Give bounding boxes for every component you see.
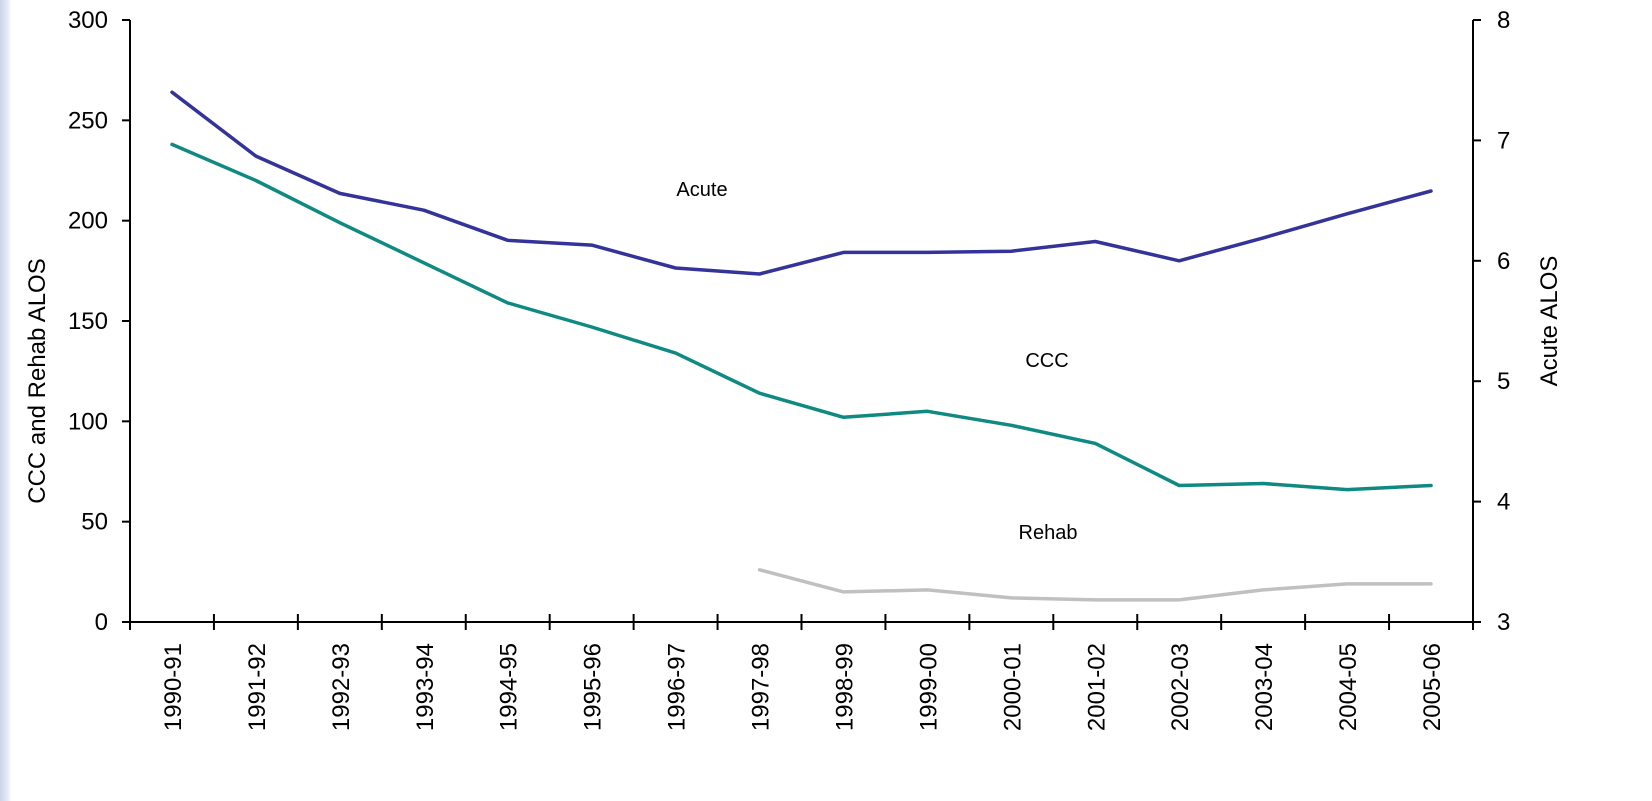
- left-y-tick-label: 250: [68, 107, 108, 134]
- x-tick-label: 2005-06: [1419, 643, 1446, 731]
- series-label-rehab: Rehab: [1019, 522, 1078, 544]
- x-tick-label: 2002-03: [1167, 643, 1194, 731]
- x-tick-label: 1996-97: [664, 643, 691, 731]
- x-tick-label: 2001-02: [1083, 643, 1110, 731]
- x-tick-label: 1991-92: [244, 643, 271, 731]
- left-y-tick-label: 200: [68, 208, 108, 235]
- left-y-tick-label: 300: [68, 7, 108, 34]
- series-label-ccc: CCC: [1025, 350, 1068, 372]
- series-label-acute: Acute: [676, 179, 727, 201]
- x-tick-label: 2003-04: [1251, 643, 1278, 731]
- x-tick-label: 1998-99: [831, 643, 858, 731]
- series-line-acute: [170, 90, 1433, 276]
- series-labels: Acute CCC Rehab: [676, 179, 1077, 544]
- x-tick-label: 1997-98: [748, 643, 775, 731]
- left-y-tick-label: 50: [81, 509, 108, 536]
- x-tick-label: 1990-91: [160, 643, 187, 731]
- series-lines: [170, 90, 1433, 602]
- x-tick-label: 1995-96: [580, 643, 607, 731]
- x-tick-label: 1999-00: [915, 643, 942, 731]
- x-tick-label: 1992-93: [328, 643, 355, 731]
- right-y-tick-label: 8: [1497, 7, 1510, 34]
- right-y-tick-label: 7: [1497, 127, 1510, 154]
- right-axis-title: Acute ALOS: [1536, 256, 1563, 387]
- right-y-tick-label: 4: [1497, 489, 1510, 516]
- left-y-tick-label: 0: [95, 609, 108, 636]
- left-axis-title: CCC and Rehab ALOS: [24, 258, 51, 503]
- axes: [129, 20, 1474, 623]
- left-y-tick-label: 100: [68, 408, 108, 435]
- x-tick-label: 1994-95: [496, 643, 523, 731]
- series-line-rehab: [757, 568, 1433, 602]
- x-tick-label: 2000-01: [999, 643, 1026, 731]
- right-y-tick-label: 6: [1497, 248, 1510, 275]
- x-ticks: 1990-91 1991-92 1992-93 1993-94 1994-95 1995-…: [129, 614, 1474, 731]
- left-y-ticks: 0 50 100 150 200 250 300: [68, 7, 130, 636]
- left-y-tick-label: 150: [68, 308, 108, 335]
- series-line-ccc: [170, 142, 1433, 492]
- x-tick-label: 1993-94: [412, 643, 439, 731]
- right-y-ticks: 3 4 5 6 7 8: [1473, 7, 1510, 636]
- slide-edge-gradient: [0, 0, 12, 801]
- right-y-tick-label: 5: [1497, 368, 1510, 395]
- right-y-tick-label: 3: [1497, 609, 1510, 636]
- x-tick-label: 2004-05: [1335, 643, 1362, 731]
